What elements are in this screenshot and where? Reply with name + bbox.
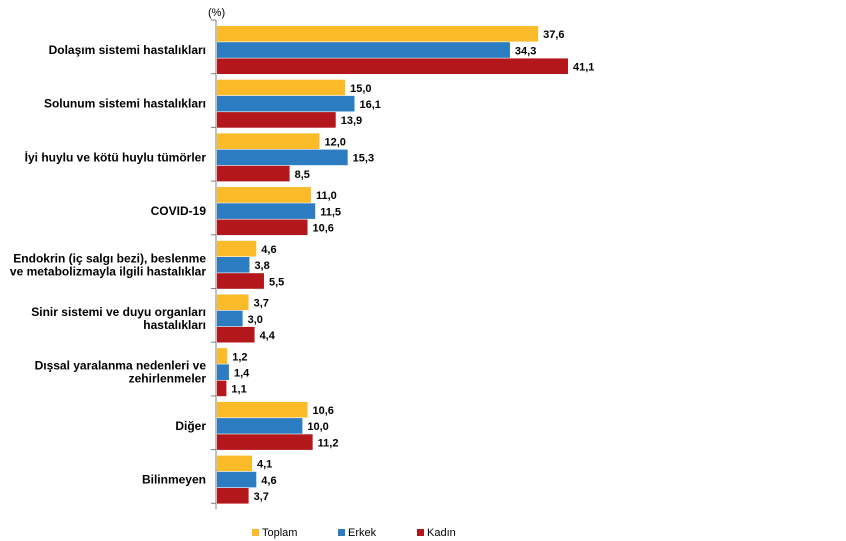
bar-toplam-sinir-sistemi-ve-duyu-organlari [217, 294, 249, 311]
data-label-toplam-dolasim-sistemi-hastaliklari: 37,6 [543, 29, 564, 41]
bar-erkek-endokrin-ic-salgi-bezi-beslenme [217, 257, 250, 273]
bar-erkek-sinir-sistemi-ve-duyu-organlari [217, 310, 243, 327]
category-label-sinir-sistemi-ve-duyu-organlari: hastalıkları [143, 318, 206, 332]
bar-erkek-dolasim-sistemi-hastaliklari [217, 42, 510, 58]
data-label-toplam-covid-19: 11,0 [316, 190, 337, 202]
bar-toplam-dissal-yaralanma-nedenleri-ve [217, 348, 228, 364]
bar-kadin-dolasim-sistemi-hastaliklari [217, 58, 568, 74]
bar-kadin-i-yi-huylu-ve-kotu-huylu-tumorler [217, 165, 290, 182]
data-label-erkek-covid-19: 11,5 [320, 206, 341, 218]
legend: Toplam Erkek Kadın [252, 527, 456, 539]
bar-toplam-bilinmeyen [217, 455, 253, 472]
bars [217, 26, 568, 504]
data-label-erkek-i-yi-huylu-ve-kotu-huylu-tumorler: 15,3 [353, 153, 374, 165]
bar-toplam-i-yi-huylu-ve-kotu-huylu-tumorler [217, 133, 320, 149]
category-axis: Dolaşım sistemi hastalıkları Solunum sist… [10, 19, 217, 509]
data-label-kadin-endokrin-ic-salgi-bezi-beslenme: 5,5 [269, 276, 284, 288]
legend-swatch-toplam [252, 529, 259, 536]
category-label-i-yi-huylu-ve-kotu-huylu-tumorler: İyi huylu ve kötü huylu tümörler [25, 149, 207, 164]
category-label-covid-19: COVID-19 [151, 204, 207, 218]
category-label-dolasim-sistemi-hastaliklari: Dolaşım sistemi hastalıkları [49, 43, 206, 57]
data-label-toplam-endokrin-ic-salgi-bezi-beslenme: 4,6 [261, 244, 276, 256]
data-label-kadin-dissal-yaralanma-nedenleri-ve: 1,1 [231, 384, 246, 396]
bar-kadin-diger [217, 434, 313, 450]
bar-kadin-sinir-sistemi-ve-duyu-organlari [217, 326, 255, 343]
category-label-dissal-yaralanma-nedenleri-ve: Dışsal yaralanma nedenleri ve [35, 359, 207, 373]
bar-toplam-solunum-sistemi-hastaliklari [217, 79, 346, 96]
data-label-toplam-diger: 10,6 [313, 405, 334, 417]
data-label-erkek-sinir-sistemi-ve-duyu-organlari: 3,0 [248, 314, 263, 326]
category-label-solunum-sistemi-hastaliklari: Solunum sistemi hastalıkları [44, 97, 206, 111]
bar-kadin-endokrin-ic-salgi-bezi-beslenme [217, 273, 264, 289]
bar-erkek-diger [217, 418, 303, 434]
legend-label-erkek: Erkek [348, 527, 377, 539]
legend-label-kadin: Kadın [427, 527, 456, 539]
bar-toplam-endokrin-ic-salgi-bezi-beslenme [217, 240, 257, 257]
data-label-kadin-diger: 11,2 [318, 437, 339, 449]
data-label-kadin-solunum-sistemi-hastaliklari: 13,9 [341, 115, 362, 127]
labels: 37,6 34,3 41,1 15,0 16,1 13,9 12,0 15,3 8,5 11,0 1… [231, 29, 594, 503]
data-label-toplam-sinir-sistemi-ve-duyu-organlari: 3,7 [254, 298, 269, 310]
category-label-endokrin-ic-salgi-bezi-beslenme: Endokrin (iç salgı bezi), beslenme [13, 251, 206, 265]
data-label-erkek-dolasim-sistemi-hastaliklari: 34,3 [515, 45, 536, 57]
bar-kadin-bilinmeyen [217, 488, 249, 504]
legend-swatch-erkek [338, 529, 345, 536]
bar-kadin-solunum-sistemi-hastaliklari [217, 112, 336, 128]
legend-label-toplam: Toplam [262, 527, 297, 539]
data-label-toplam-bilinmeyen: 4,1 [257, 459, 272, 471]
data-label-kadin-covid-19: 10,6 [313, 223, 334, 235]
category-label-diger: Diğer [175, 419, 206, 433]
data-label-erkek-solunum-sistemi-hastaliklari: 16,1 [359, 99, 380, 111]
bar-erkek-bilinmeyen [217, 471, 257, 488]
data-label-toplam-i-yi-huylu-ve-kotu-huylu-tumorler: 12,0 [324, 137, 345, 149]
category-label-endokrin-ic-salgi-bezi-beslenme: ve metabolizmayla ilgili hastalıklar [10, 264, 206, 278]
data-label-toplam-dissal-yaralanma-nedenleri-ve: 1,2 [232, 351, 247, 363]
data-label-kadin-bilinmeyen: 3,7 [254, 491, 269, 503]
bar-toplam-dolasim-sistemi-hastaliklari [217, 26, 539, 42]
data-label-kadin-sinir-sistemi-ve-duyu-organlari: 4,4 [260, 330, 276, 342]
unit-label: (%) [208, 7, 225, 19]
bar-kadin-covid-19 [217, 219, 308, 236]
data-label-erkek-endokrin-ic-salgi-bezi-beslenme: 3,8 [254, 260, 269, 272]
category-label-bilinmeyen: Bilinmeyen [142, 473, 206, 487]
category-label-sinir-sistemi-ve-duyu-organlari: Sinir sistemi ve duyu organları [31, 305, 206, 319]
data-label-erkek-bilinmeyen: 4,6 [261, 475, 276, 487]
bar-erkek-solunum-sistemi-hastaliklari [217, 95, 355, 112]
data-label-toplam-solunum-sistemi-hastaliklari: 15,0 [350, 83, 371, 95]
legend-swatch-kadin [417, 529, 424, 536]
category-label-dissal-yaralanma-nedenleri-ve: zehirlenmeler [129, 372, 207, 386]
bar-erkek-dissal-yaralanma-nedenleri-ve [217, 364, 229, 380]
data-label-kadin-i-yi-huylu-ve-kotu-huylu-tumorler: 8,5 [295, 169, 310, 181]
bar-toplam-diger [217, 401, 308, 418]
data-label-kadin-dolasim-sistemi-hastaliklari: 41,1 [573, 62, 594, 74]
bar-kadin-dissal-yaralanma-nedenleri-ve [217, 380, 227, 397]
data-label-erkek-diger: 10,0 [307, 421, 328, 433]
bar-toplam-covid-19 [217, 187, 311, 203]
bar-erkek-i-yi-huylu-ve-kotu-huylu-tumorler [217, 149, 348, 166]
data-label-erkek-dissal-yaralanma-nedenleri-ve: 1,4 [234, 368, 250, 380]
bar-erkek-covid-19 [217, 203, 316, 219]
